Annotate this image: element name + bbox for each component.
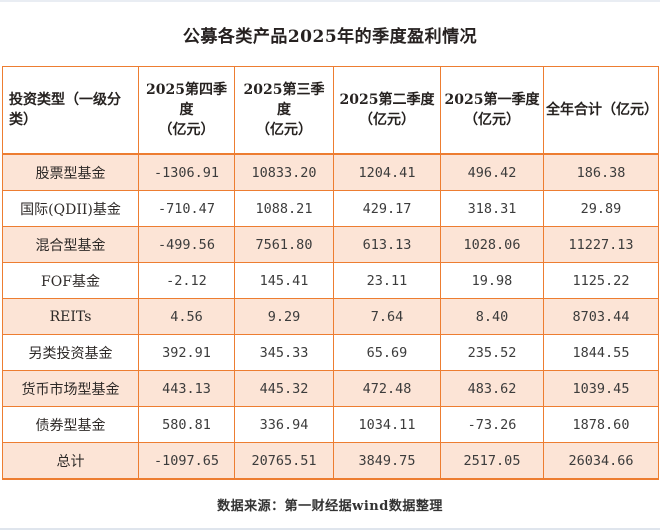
cell-q2: 472.48 — [333, 370, 441, 407]
title-bar: 公募各类产品2025年的季度盈利情况 — [0, 2, 660, 66]
table-row-hybrid-funds: 混合型基金 -499.56 7561.80 613.13 1028.06 112… — [2, 226, 659, 263]
table-row-bond-funds: 债券型基金 580.81 336.94 1034.11 -73.26 1878.… — [2, 406, 659, 443]
row-category: 混合型基金 — [2, 226, 139, 263]
row-category: 另类投资基金 — [2, 334, 139, 371]
table-row-fof-funds: FOF基金 -2.12 145.41 23.11 19.98 1125.22 — [2, 262, 659, 299]
cell-q4: -499.56 — [138, 226, 235, 263]
cell-q1: 318.31 — [440, 190, 544, 227]
cell-q3: 445.32 — [234, 370, 334, 407]
cell-q2: 23.11 — [333, 262, 441, 299]
row-category: 货币市场型基金 — [2, 370, 139, 407]
header-q1: 2025第一季度 （亿元） — [440, 66, 544, 155]
cell-q2: 65.69 — [333, 334, 441, 371]
cell-annual: 1844.55 — [543, 334, 659, 371]
cell-q1: 8.40 — [440, 298, 544, 335]
row-category: FOF基金 — [2, 262, 139, 299]
table-row-money-market-funds: 货币市场型基金 443.13 445.32 472.48 483.62 1039… — [2, 370, 659, 407]
cell-annual: 1125.22 — [543, 262, 659, 299]
cell-q3: 20765.51 — [234, 442, 334, 480]
header-investment-type: 投资类型（一级分类） — [2, 66, 139, 155]
cell-q4: -1306.91 — [138, 153, 235, 191]
cell-q3: 1088.21 — [234, 190, 334, 227]
cell-q4: -2.12 — [138, 262, 235, 299]
cell-annual: 29.89 — [543, 190, 659, 227]
footer-bar: 数据来源：第一财经据wind数据整理 — [0, 480, 660, 528]
cell-q3: 345.33 — [234, 334, 334, 371]
header-row: 投资类型（一级分类） 2025第四季度 （亿元） 2025第三季度 （亿元） 2… — [2, 66, 659, 155]
cell-q1: -73.26 — [440, 406, 544, 443]
cell-q2: 1204.41 — [333, 153, 441, 191]
table-row-equity-funds: 股票型基金 -1306.91 10833.20 1204.41 496.42 1… — [2, 153, 659, 191]
cell-q2: 7.64 — [333, 298, 441, 335]
cell-q4: -1097.65 — [138, 442, 235, 480]
data-source-note: 数据来源：第一财经据wind数据整理 — [217, 498, 443, 514]
cell-q3: 336.94 — [234, 406, 334, 443]
cell-q1: 1028.06 — [440, 226, 544, 263]
cell-q4: -710.47 — [138, 190, 235, 227]
page-title: 公募各类产品2025年的季度盈利情况 — [182, 26, 478, 47]
row-category: 总计 — [2, 442, 139, 480]
cell-q3: 9.29 — [234, 298, 334, 335]
cell-q2: 429.17 — [333, 190, 441, 227]
row-category: 股票型基金 — [2, 153, 139, 191]
cell-q3: 10833.20 — [234, 153, 334, 191]
header-q4: 2025第四季度 （亿元） — [138, 66, 235, 155]
cell-q3: 145.41 — [234, 262, 334, 299]
cell-q2: 3849.75 — [333, 442, 441, 480]
cell-q3: 7561.80 — [234, 226, 334, 263]
table-row-alternative-funds: 另类投资基金 392.91 345.33 65.69 235.52 1844.5… — [2, 334, 659, 371]
cell-q1: 235.52 — [440, 334, 544, 371]
quarterly-profit-table: 投资类型（一级分类） 2025第四季度 （亿元） 2025第三季度 （亿元） 2… — [2, 66, 659, 480]
cell-annual: 186.38 — [543, 153, 659, 191]
header-q2: 2025第二季度 （亿元） — [333, 66, 441, 155]
cell-q2: 613.13 — [333, 226, 441, 263]
cell-q4: 443.13 — [138, 370, 235, 407]
table-row-total: 总计 -1097.65 20765.51 3849.75 2517.05 260… — [2, 442, 659, 480]
cell-q1: 483.62 — [440, 370, 544, 407]
cell-annual: 1039.45 — [543, 370, 659, 407]
row-category: REITs — [2, 298, 139, 335]
cell-annual: 8703.44 — [543, 298, 659, 335]
row-category: 债券型基金 — [2, 406, 139, 443]
row-category: 国际(QDII)基金 — [2, 190, 139, 227]
cell-q1: 2517.05 — [440, 442, 544, 480]
table-body: 股票型基金 -1306.91 10833.20 1204.41 496.42 1… — [2, 153, 659, 480]
table-row-reits: REITs 4.56 9.29 7.64 8.40 8703.44 — [2, 298, 659, 335]
table-header: 投资类型（一级分类） 2025第四季度 （亿元） 2025第三季度 （亿元） 2… — [2, 66, 659, 155]
cell-q2: 1034.11 — [333, 406, 441, 443]
cell-annual: 1878.60 — [543, 406, 659, 443]
table-row-qdii-funds: 国际(QDII)基金 -710.47 1088.21 429.17 318.31… — [2, 190, 659, 227]
cell-annual: 11227.13 — [543, 226, 659, 263]
cell-q4: 4.56 — [138, 298, 235, 335]
cell-q1: 496.42 — [440, 153, 544, 191]
cell-q1: 19.98 — [440, 262, 544, 299]
cell-q4: 392.91 — [138, 334, 235, 371]
header-annual-total: 全年合计（亿元） — [543, 66, 659, 155]
cell-annual: 26034.66 — [543, 442, 659, 480]
header-q3: 2025第三季度 （亿元） — [234, 66, 334, 155]
cell-q4: 580.81 — [138, 406, 235, 443]
